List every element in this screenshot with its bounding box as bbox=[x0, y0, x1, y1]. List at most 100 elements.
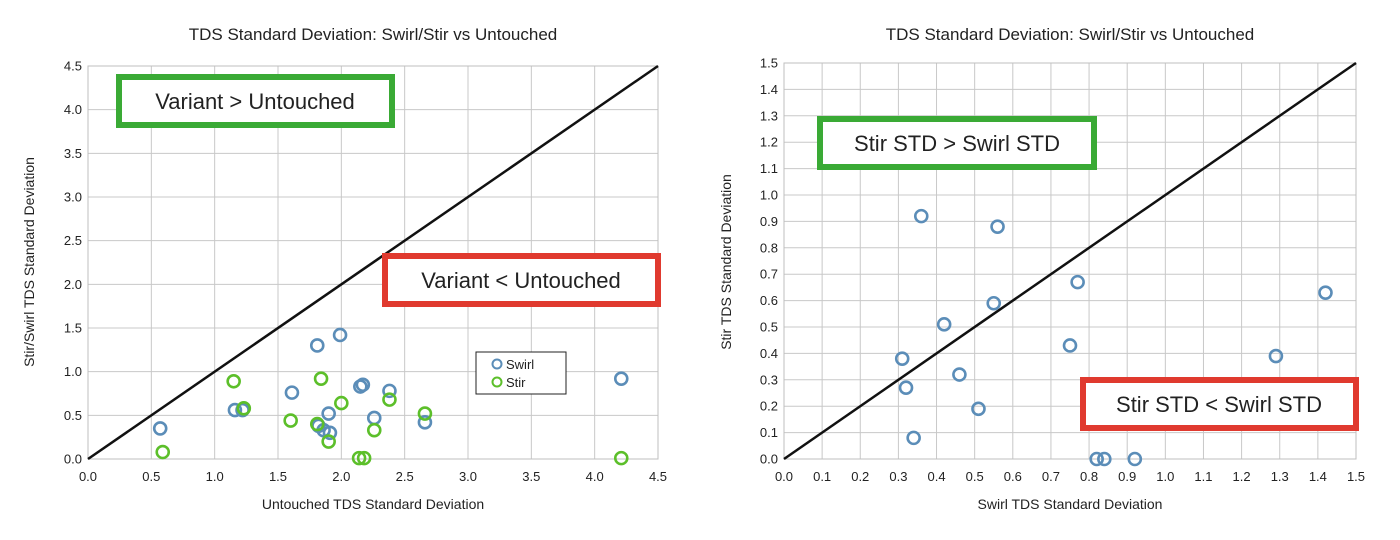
x-tick-label: 1.4 bbox=[1309, 469, 1327, 484]
data-point bbox=[366, 410, 382, 426]
data-point bbox=[155, 444, 171, 460]
y-tick-label: 2.5 bbox=[64, 233, 82, 248]
chart2-plot-border bbox=[783, 62, 1357, 460]
data-point bbox=[1268, 348, 1284, 364]
callout-text: Variant > Untouched bbox=[155, 89, 355, 114]
data-point bbox=[321, 434, 336, 449]
data-point bbox=[284, 385, 300, 400]
data-point bbox=[366, 422, 382, 438]
data-point bbox=[382, 383, 397, 399]
data-point bbox=[417, 415, 433, 430]
series-0 bbox=[894, 208, 1333, 467]
data-point bbox=[952, 367, 967, 382]
y-tick-label: 1.3 bbox=[760, 108, 778, 123]
callout-text: Stir STD > Swirl STD bbox=[854, 131, 1060, 156]
chart1-identity-line bbox=[87, 64, 659, 461]
data-point bbox=[334, 395, 349, 411]
data-point bbox=[613, 371, 629, 386]
legend-label-swirl: Swirl bbox=[506, 357, 534, 372]
data-point bbox=[986, 295, 1002, 311]
data-point bbox=[1318, 285, 1333, 300]
y-tick-label: 0.7 bbox=[760, 267, 778, 282]
callout-text: Variant < Untouched bbox=[421, 268, 621, 293]
chart2-identity-line bbox=[783, 61, 1357, 461]
x-tick-label: 2.0 bbox=[332, 469, 350, 484]
data-point bbox=[913, 208, 929, 224]
data-point bbox=[417, 406, 433, 421]
data-point bbox=[1062, 338, 1078, 353]
x-tick-label: 1.2 bbox=[1233, 469, 1251, 484]
legend-marker-stir bbox=[491, 376, 503, 388]
data-point bbox=[309, 338, 325, 353]
data-point bbox=[351, 450, 367, 466]
chart1-title: TDS Standard Deviation: Swirl/Stir vs Un… bbox=[189, 25, 558, 44]
callout-box-red bbox=[1080, 377, 1359, 431]
x-tick-label: 4.0 bbox=[586, 469, 604, 484]
callout-text: Stir STD < Swirl STD bbox=[1116, 392, 1322, 417]
y-tick-label: 1.2 bbox=[760, 135, 778, 150]
x-tick-label: 0.7 bbox=[1042, 469, 1060, 484]
y-tick-label: 1.0 bbox=[64, 364, 82, 379]
data-point bbox=[309, 416, 325, 432]
y-tick-label: 0.5 bbox=[760, 320, 778, 335]
data-point bbox=[356, 450, 372, 466]
chart1-x-axis-label: Untouched TDS Standard Deviation bbox=[262, 496, 484, 512]
data-point bbox=[152, 421, 168, 436]
data-point bbox=[227, 402, 243, 418]
legend-label-stir: Stir bbox=[506, 375, 526, 390]
x-tick-label: 0.0 bbox=[79, 469, 97, 484]
chart-swirl-vs-stir: TDS Standard Deviation: Swirl/Stir vs Un… bbox=[718, 25, 1365, 512]
chart1-y-axis-label: Stir/Swirl TDS Standard Deviation bbox=[21, 157, 37, 367]
data-point bbox=[613, 450, 629, 466]
data-point bbox=[313, 371, 329, 386]
x-tick-label: 0.1 bbox=[813, 469, 831, 484]
x-tick-label: 1.0 bbox=[206, 469, 224, 484]
chart1-legend: Swirl Stir bbox=[475, 351, 567, 395]
x-tick-label: 1.1 bbox=[1194, 469, 1212, 484]
chart1-points bbox=[152, 327, 629, 466]
data-point bbox=[971, 401, 986, 417]
x-tick-label: 1.5 bbox=[269, 469, 287, 484]
chart-untouched-vs-variant: TDS Standard Deviation: Swirl/Stir vs Un… bbox=[21, 25, 667, 512]
y-tick-label: 0.6 bbox=[760, 293, 778, 308]
data-point bbox=[321, 406, 336, 421]
data-point bbox=[236, 401, 252, 416]
chart2-ticks: 0.0 0.1 0.2 0.3 0.4 0.5 0.6 0.7 0.8 0.9 1.0 1.1 1.2 1… bbox=[760, 56, 1365, 485]
chart1-callout-above: Variant > Untouched bbox=[116, 74, 395, 128]
x-tick-label: 1.3 bbox=[1271, 469, 1289, 484]
data-point bbox=[322, 425, 338, 441]
y-tick-label: 4.0 bbox=[64, 102, 82, 117]
y-tick-label: 1.0 bbox=[760, 188, 778, 203]
y-tick-label: 4.5 bbox=[64, 59, 82, 74]
x-tick-label: 0.0 bbox=[775, 469, 793, 484]
legend-marker-swirl bbox=[491, 358, 503, 370]
data-point bbox=[990, 219, 1005, 234]
y-tick-label: 0.2 bbox=[760, 399, 778, 414]
data-point bbox=[936, 317, 952, 332]
data-point bbox=[355, 377, 371, 393]
callout-box-red bbox=[382, 253, 661, 307]
chart2-callout-above: Stir STD > Swirl STD bbox=[817, 116, 1097, 170]
chart2-x-axis-label: Swirl TDS Standard Deviation bbox=[978, 496, 1163, 512]
y-tick-label: 0.1 bbox=[760, 425, 778, 440]
chart1-callout-below: Variant < Untouched bbox=[382, 253, 661, 307]
data-point bbox=[332, 327, 348, 343]
x-tick-label: 0.5 bbox=[966, 469, 984, 484]
x-tick-label: 0.2 bbox=[851, 469, 869, 484]
y-tick-label: 3.5 bbox=[64, 146, 82, 161]
data-point bbox=[226, 373, 241, 389]
y-tick-label: 1.1 bbox=[760, 161, 778, 176]
y-tick-label: 0.8 bbox=[760, 240, 778, 255]
x-tick-label: 2.5 bbox=[396, 469, 414, 484]
data-point bbox=[283, 413, 298, 428]
y-tick-label: 0.5 bbox=[64, 408, 82, 423]
y-tick-label: 1.5 bbox=[760, 56, 778, 71]
chart2-callout-below: Stir STD < Swirl STD bbox=[1080, 377, 1359, 431]
x-tick-label: 1.5 bbox=[1347, 469, 1365, 484]
legend-box bbox=[475, 351, 567, 395]
chart2-title: TDS Standard Deviation: Swirl/Stir vs Un… bbox=[886, 25, 1255, 44]
x-tick-label: 3.5 bbox=[522, 469, 540, 484]
x-tick-label: 0.4 bbox=[927, 469, 945, 484]
series-swirl bbox=[152, 327, 629, 441]
y-tick-label: 0.3 bbox=[760, 372, 778, 387]
